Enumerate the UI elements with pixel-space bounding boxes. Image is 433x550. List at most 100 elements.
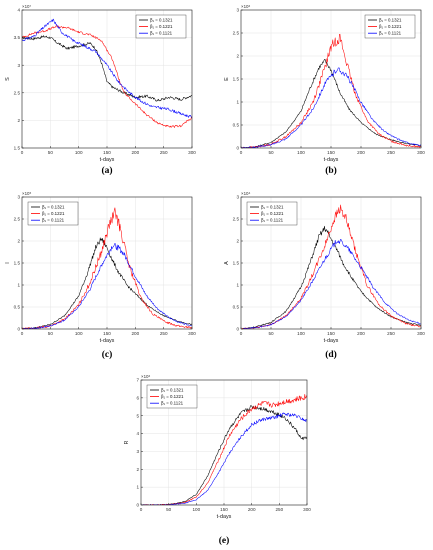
legend-entry-3: β₁ = 0.1121 xyxy=(261,218,284,223)
y-tick-label: 2 xyxy=(17,118,20,123)
x-tick-label: 250 xyxy=(275,507,283,512)
series-line-2 xyxy=(241,204,421,329)
x-tick-label: 0 xyxy=(21,150,24,155)
x-axis-label: t-days xyxy=(324,338,339,344)
x-tick-label: 150 xyxy=(220,507,228,512)
panel-caption: (d) xyxy=(325,349,337,360)
x-tick-label: 50 xyxy=(48,150,54,155)
x-tick-label: 200 xyxy=(248,507,256,512)
x-tick-label: 250 xyxy=(160,331,168,336)
series-line-3 xyxy=(241,67,421,148)
x-tick-label: 150 xyxy=(327,331,335,336)
legend-entry-2: β₁ = 0.1221 xyxy=(42,211,65,216)
y-tick-label: 1.5 xyxy=(233,77,240,82)
series-line-1 xyxy=(241,58,421,148)
y-tick-label: 1.5 xyxy=(14,261,21,266)
axis-exponent: ×10⁶ xyxy=(241,4,250,9)
x-tick-label: 200 xyxy=(131,150,139,155)
x-axis-label: t-days xyxy=(100,157,115,163)
y-tick-label: 3.5 xyxy=(14,35,21,40)
series-group xyxy=(241,204,421,329)
axis-exponent: ×10⁷ xyxy=(22,4,31,9)
y-tick-label: 2 xyxy=(136,467,139,472)
legend-entry-3: β₁ = 0.1121 xyxy=(379,31,402,36)
x-tick-label: 50 xyxy=(48,331,54,336)
y-tick-label: 0 xyxy=(136,503,139,508)
legend-box xyxy=(146,384,198,409)
x-tick-label: 150 xyxy=(103,331,111,336)
x-tick-label: 100 xyxy=(297,150,305,155)
x-tick-label: 0 xyxy=(240,150,243,155)
x-tick-label: 200 xyxy=(357,150,365,155)
x-tick-label: 100 xyxy=(75,331,83,336)
series-line-2 xyxy=(22,25,192,128)
y-tick-label: 1 xyxy=(17,283,20,288)
chart-b: 0 50 100 150 200 250 300 0 0.5 1 1.5 2 2.5 3×10⁶ t-day… xyxy=(224,4,425,176)
x-tick-label: 300 xyxy=(188,331,196,336)
x-axis-label: t-days xyxy=(324,157,339,163)
y-tick-label: 2.5 xyxy=(14,217,21,222)
x-tick-label: 250 xyxy=(387,331,395,336)
x-tick-label: 250 xyxy=(387,150,395,155)
axis-exponent: ×10⁶ xyxy=(141,374,150,379)
y-tick-label: 3 xyxy=(236,195,239,200)
y-tick-label: 2 xyxy=(17,239,20,244)
y-axis-label: R xyxy=(124,440,130,444)
series-line-1 xyxy=(22,237,192,329)
y-tick-label: 6 xyxy=(136,395,139,400)
legend-box xyxy=(27,201,79,226)
legend-entry-3: β₁ = 0.1121 xyxy=(150,31,173,36)
x-tick-label: 250 xyxy=(160,150,168,155)
series-line-3 xyxy=(22,18,192,119)
legend-entry-3: β₁ = 0.1121 xyxy=(161,401,184,406)
panel-caption: (c) xyxy=(102,349,113,360)
x-tick-label: 50 xyxy=(268,331,274,336)
chart-e: 0 50 100 150 200 250 300 0 1 2 3 4 5 6 7×10⁶ t-days Rβ₁ … xyxy=(124,374,311,546)
x-tick-label: 50 xyxy=(166,507,172,512)
x-tick-label: 300 xyxy=(303,507,311,512)
y-tick-label: 2 xyxy=(236,239,239,244)
legend-entry-2: β₁ = 0.1221 xyxy=(379,24,402,29)
y-tick-label: 0 xyxy=(236,327,239,332)
y-tick-label: 5 xyxy=(136,413,139,418)
y-tick-label: 0.5 xyxy=(14,305,21,310)
x-tick-label: 100 xyxy=(297,331,305,336)
y-tick-label: 2.5 xyxy=(233,217,240,222)
y-tick-label: 3 xyxy=(17,63,20,68)
y-tick-label: 1 xyxy=(136,485,139,490)
axis-exponent: ×10⁴ xyxy=(241,191,250,196)
x-tick-label: 50 xyxy=(268,150,274,155)
y-tick-label: 3 xyxy=(17,195,20,200)
y-tick-label: 0 xyxy=(236,146,239,151)
legend-entry-1: β₁ = 0.1321 xyxy=(261,205,284,210)
legend-box xyxy=(246,201,298,226)
legend-box xyxy=(364,14,416,39)
series-group xyxy=(22,18,192,128)
y-tick-label: 3 xyxy=(136,449,139,454)
x-tick-label: 200 xyxy=(357,331,365,336)
legend-entry-3: β₁ = 0.1121 xyxy=(42,218,65,223)
series-line-3 xyxy=(241,238,421,329)
x-tick-label: 100 xyxy=(75,150,83,155)
x-tick-label: 100 xyxy=(192,507,200,512)
y-tick-label: 2.5 xyxy=(233,31,240,36)
y-tick-label: 1.5 xyxy=(233,261,240,266)
x-tick-label: 300 xyxy=(417,150,425,155)
series-group xyxy=(241,33,421,148)
legend-entry-1: β₁ = 0.1321 xyxy=(379,18,402,23)
legend-entry-1: β₁ = 0.1321 xyxy=(150,18,173,23)
x-tick-label: 150 xyxy=(327,150,335,155)
x-tick-label: 0 xyxy=(21,331,24,336)
chart-a: 0 50 100 150 200 250 300 1.5 2 2.5 3 3.5 4×10⁷ t-days… xyxy=(5,4,196,176)
panel-caption: (a) xyxy=(101,165,112,176)
y-tick-label: 3 xyxy=(236,8,239,13)
series-line-1 xyxy=(241,225,421,329)
y-axis-label: S xyxy=(5,77,11,81)
x-tick-label: 200 xyxy=(131,331,139,336)
